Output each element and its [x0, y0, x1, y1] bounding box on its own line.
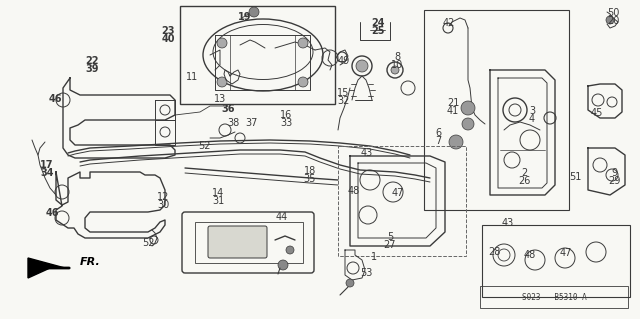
Text: S023 - B5310 A: S023 - B5310 A [522, 293, 586, 301]
Text: 39: 39 [85, 64, 99, 74]
Text: 3: 3 [529, 106, 535, 116]
Text: 48: 48 [524, 250, 536, 260]
Text: 45: 45 [591, 108, 603, 118]
Circle shape [461, 101, 475, 115]
Text: 17: 17 [40, 160, 54, 170]
Text: 50: 50 [607, 8, 619, 18]
Text: 46: 46 [48, 94, 61, 104]
Text: 18: 18 [304, 166, 316, 176]
Text: 15: 15 [337, 88, 349, 98]
Text: 30: 30 [157, 200, 169, 210]
Circle shape [391, 66, 399, 74]
Text: 44: 44 [276, 212, 288, 222]
Text: 22: 22 [85, 56, 99, 66]
Bar [480, 286, 628, 308]
Text: 10: 10 [391, 60, 403, 70]
FancyBboxPatch shape [208, 226, 267, 258]
Text: 8: 8 [394, 52, 400, 62]
Text: 52: 52 [141, 238, 154, 248]
Circle shape [346, 279, 354, 287]
Circle shape [298, 38, 308, 48]
Circle shape [278, 260, 288, 270]
Bar [195, 222, 303, 263]
Text: 32: 32 [337, 96, 349, 106]
Circle shape [449, 135, 463, 149]
Text: 33: 33 [280, 118, 292, 128]
Text: 21: 21 [447, 98, 459, 108]
Text: 31: 31 [212, 196, 224, 206]
Circle shape [298, 77, 308, 87]
Text: 14: 14 [212, 188, 224, 198]
Circle shape [249, 7, 259, 17]
Text: 29: 29 [608, 176, 620, 186]
Text: 37: 37 [246, 118, 258, 128]
Text: 27: 27 [384, 240, 396, 250]
Text: 48: 48 [348, 186, 360, 196]
Text: 26: 26 [518, 176, 530, 186]
Circle shape [217, 38, 227, 48]
Polygon shape [28, 258, 65, 278]
Text: 49: 49 [338, 56, 350, 66]
Text: 24: 24 [371, 18, 385, 28]
Text: 20: 20 [607, 16, 619, 26]
Text: 12: 12 [157, 192, 169, 202]
Bar [180, 6, 335, 104]
Text: 42: 42 [443, 18, 455, 28]
Text: 19: 19 [238, 12, 252, 22]
Text: 28: 28 [488, 247, 500, 257]
Text: 9: 9 [611, 168, 617, 178]
Text: 25: 25 [371, 26, 385, 36]
Text: 16: 16 [280, 110, 292, 120]
Text: 2: 2 [521, 168, 527, 178]
Text: 40: 40 [161, 34, 175, 44]
Text: 53: 53 [360, 268, 372, 278]
Text: 41: 41 [447, 106, 459, 116]
Text: 13: 13 [214, 94, 226, 104]
Text: FR.: FR. [80, 257, 100, 267]
Bar [482, 225, 630, 297]
Text: 47: 47 [392, 188, 404, 198]
Text: 47: 47 [560, 248, 572, 258]
Circle shape [606, 16, 614, 24]
Text: 46: 46 [45, 208, 59, 218]
Text: 7: 7 [435, 136, 441, 146]
Text: 5: 5 [387, 232, 393, 242]
Text: 43: 43 [502, 218, 514, 228]
Text: 11: 11 [186, 72, 198, 82]
Circle shape [462, 118, 474, 130]
Text: 43: 43 [361, 148, 373, 158]
Text: 52: 52 [198, 141, 211, 151]
Bar [424, 10, 569, 210]
Bar [338, 146, 466, 256]
Text: 34: 34 [40, 168, 54, 178]
Circle shape [356, 60, 368, 72]
Circle shape [286, 246, 294, 254]
Text: 36: 36 [221, 104, 235, 114]
Text: 38: 38 [227, 118, 239, 128]
Text: 1: 1 [371, 252, 377, 262]
Circle shape [217, 77, 227, 87]
Text: 23: 23 [161, 26, 175, 36]
Text: 4: 4 [529, 114, 535, 124]
Text: 51: 51 [569, 172, 581, 182]
Text: 6: 6 [435, 128, 441, 138]
Text: 35: 35 [304, 174, 316, 184]
